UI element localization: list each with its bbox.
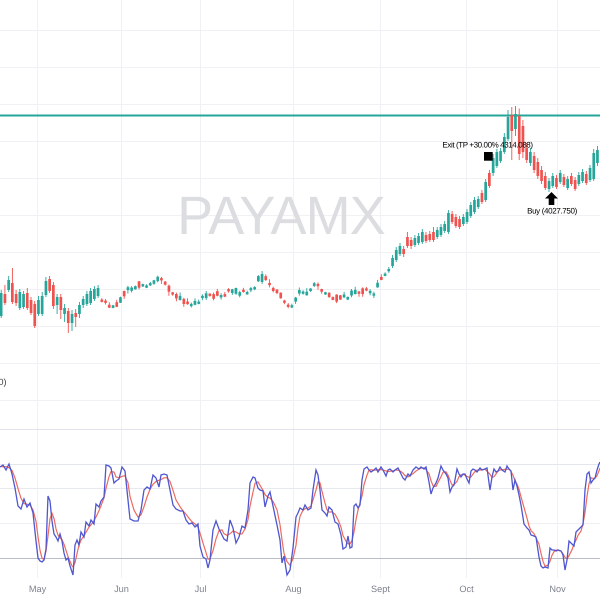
svg-text:Buy (4027.750): Buy (4027.750) [527, 207, 577, 216]
svg-text:Jul: Jul [195, 584, 207, 594]
svg-text:Aug: Aug [285, 584, 301, 594]
svg-text:Oct: Oct [459, 584, 474, 594]
svg-text:Exit (TP +30.00% 4314.088): Exit (TP +30.00% 4314.088) [442, 141, 533, 150]
svg-text:PAYAMX: PAYAMX [177, 186, 385, 246]
svg-text:Jun: Jun [114, 584, 129, 594]
svg-text:Nov: Nov [549, 584, 566, 594]
svg-text:May: May [29, 584, 47, 594]
svg-text:Sept: Sept [371, 584, 390, 594]
svg-text:0): 0) [0, 377, 7, 387]
